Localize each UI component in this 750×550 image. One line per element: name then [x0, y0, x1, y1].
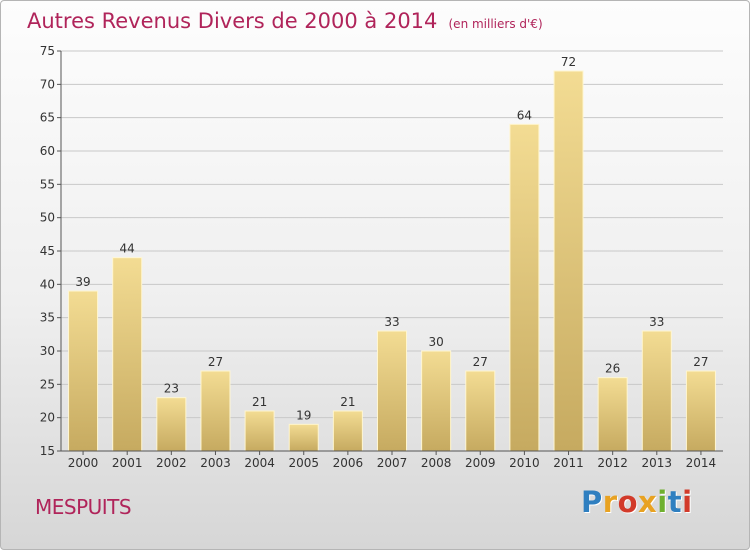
bar-value-label: 44 — [120, 242, 135, 256]
logo-letter: o — [617, 485, 639, 519]
x-tick-label: 2003 — [200, 456, 231, 470]
x-tick-label: 2004 — [244, 456, 275, 470]
bar-value-label: 21 — [252, 395, 267, 409]
y-tick-label: 55 — [40, 177, 55, 191]
x-tick-label: 2006 — [333, 456, 364, 470]
place-name: MESPUITS — [35, 495, 132, 519]
x-tick-label: 2014 — [686, 456, 717, 470]
x-tick-label: 2008 — [421, 456, 452, 470]
bar[interactable] — [200, 370, 231, 452]
bar[interactable] — [597, 377, 628, 452]
x-tick-label: 2012 — [597, 456, 628, 470]
logo-letter: i — [682, 485, 693, 519]
chart-title: Autres Revenus Divers de 2000 à 2014 (en… — [27, 9, 543, 33]
bar[interactable] — [685, 370, 716, 452]
bar-value-label: 26 — [605, 362, 620, 376]
bar-value-label: 19 — [296, 408, 311, 422]
bar-value-label: 27 — [693, 355, 708, 369]
y-tick-label: 40 — [40, 277, 55, 291]
bar-value-label: 21 — [340, 395, 355, 409]
y-tick-label: 20 — [40, 411, 55, 425]
y-tick-label: 45 — [40, 244, 55, 258]
bar[interactable] — [288, 423, 319, 452]
x-tick-label: 2005 — [288, 456, 319, 470]
x-tick-label: 2011 — [553, 456, 584, 470]
bar-value-label: 33 — [649, 315, 664, 329]
logo-letter: t — [667, 485, 683, 519]
bar[interactable] — [244, 410, 275, 452]
axes-group: 15 20 25 30 35 40 45 50 55 60 65 70 75 2000 2001 2002 20… — [40, 44, 723, 470]
bar[interactable] — [377, 330, 407, 452]
x-tick-label: 2013 — [642, 456, 673, 470]
bar-value-label: 72 — [561, 55, 576, 69]
x-tick-label: 2000 — [68, 456, 99, 470]
bar-value-label: 27 — [208, 355, 223, 369]
y-tick-label: 60 — [40, 144, 55, 158]
y-tick-label: 70 — [40, 77, 55, 91]
x-tick-label: 2010 — [509, 456, 540, 470]
title-text: Autres Revenus Divers de 2000 à 2014 — [27, 9, 438, 33]
y-tick-label: 30 — [40, 344, 55, 358]
bar-value-label: 33 — [384, 315, 399, 329]
logo-letter: x — [638, 485, 658, 519]
bar[interactable] — [553, 70, 584, 452]
title-unit: (en milliers d'€) — [448, 17, 543, 31]
bar[interactable] — [641, 330, 672, 452]
bar-value-label: 27 — [473, 355, 488, 369]
bar-value-label: 30 — [428, 335, 443, 349]
x-tick-label: 2009 — [465, 456, 496, 470]
bar[interactable] — [68, 290, 99, 452]
y-tick-label: 25 — [40, 377, 55, 391]
bar-value-label: 39 — [75, 275, 90, 289]
x-tick-label: 2007 — [377, 456, 408, 470]
bar[interactable] — [509, 123, 540, 452]
logo-letter: i — [657, 485, 668, 519]
y-tick-label: 65 — [40, 111, 55, 125]
x-tick-label: 2002 — [156, 456, 187, 470]
bar-value-label: 64 — [517, 108, 532, 122]
logo-letter: P — [581, 485, 603, 519]
bars-group: 39 44 23 27 21 19 21 33 30 27 64 72 26 33 27 — [68, 55, 716, 452]
logo-letter: r — [602, 485, 618, 519]
y-tick-label: 50 — [40, 211, 55, 225]
bar[interactable] — [112, 257, 143, 452]
bar-value-label: 23 — [164, 382, 179, 396]
bar[interactable] — [465, 370, 496, 452]
bar[interactable] — [156, 397, 187, 452]
proxiti-logo[interactable]: Proxiti — [581, 485, 693, 519]
x-tick-label: 2001 — [112, 456, 143, 470]
y-tick-label: 35 — [40, 311, 55, 325]
bar[interactable] — [332, 410, 363, 452]
bar[interactable] — [421, 350, 452, 452]
y-tick-label: 75 — [40, 44, 55, 58]
y-tick-label: 15 — [40, 444, 55, 458]
